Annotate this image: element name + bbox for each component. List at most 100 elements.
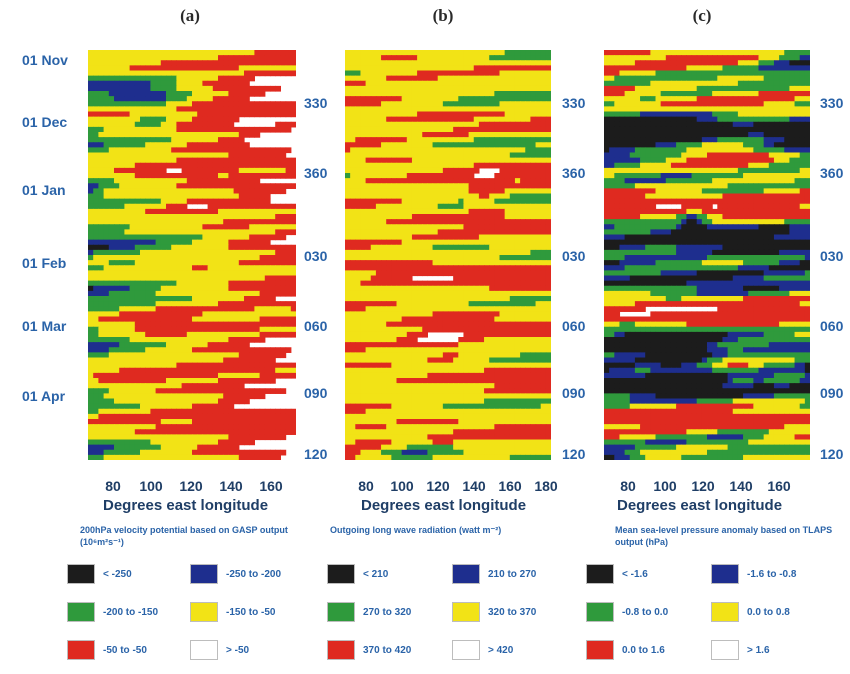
heatmap-cell bbox=[478, 203, 485, 210]
heatmap-cell bbox=[391, 183, 398, 189]
heatmap-cell bbox=[468, 101, 475, 107]
heatmap-cell bbox=[155, 255, 162, 261]
heatmap-cell bbox=[370, 137, 377, 143]
heatmap-cell bbox=[124, 393, 131, 400]
heatmap-cell bbox=[218, 275, 224, 282]
heatmap-cell bbox=[145, 85, 151, 92]
heatmap-cell bbox=[525, 244, 531, 251]
heatmap-cell bbox=[427, 239, 434, 246]
heatmap-cell bbox=[103, 449, 110, 456]
heatmap-cell bbox=[155, 296, 162, 302]
heatmap-cell bbox=[350, 219, 356, 225]
heatmap-cell bbox=[212, 372, 219, 379]
heatmap-cell bbox=[249, 106, 255, 113]
heatmap-cell bbox=[468, 285, 475, 292]
heatmap-cell bbox=[478, 249, 485, 256]
heatmap-cell bbox=[499, 85, 506, 92]
heatmap-cell bbox=[406, 91, 413, 97]
heatmap-cell bbox=[453, 224, 459, 230]
heatmap-cell bbox=[417, 65, 423, 72]
heatmap-cell bbox=[391, 55, 398, 61]
heatmap-cell bbox=[124, 444, 131, 451]
heatmap-cell bbox=[197, 208, 203, 215]
heatmap-cell bbox=[88, 80, 94, 87]
heatmap-cell bbox=[98, 357, 105, 364]
heatmap-cell bbox=[270, 413, 276, 420]
heatmap-cell bbox=[365, 147, 372, 154]
heatmap-cell bbox=[545, 106, 551, 113]
heatmap-cell bbox=[540, 301, 547, 307]
heatmap-cell bbox=[290, 311, 296, 318]
heatmap-cell bbox=[181, 85, 188, 92]
heatmap-cell bbox=[192, 101, 198, 107]
heatmap-cell bbox=[432, 137, 439, 143]
heatmap-cell bbox=[134, 85, 141, 92]
heatmap-cell bbox=[197, 413, 203, 420]
heatmap-cell bbox=[540, 85, 547, 92]
heatmap-cell bbox=[375, 121, 382, 128]
heatmap-cell bbox=[254, 362, 261, 369]
heatmap-cell bbox=[525, 270, 531, 277]
heatmap-cell bbox=[386, 224, 392, 230]
heatmap-cell bbox=[375, 290, 382, 297]
heatmap-cell bbox=[98, 367, 105, 374]
heatmap-cell bbox=[223, 70, 229, 77]
heatmap-cell bbox=[391, 50, 398, 56]
heatmap-cell bbox=[244, 229, 250, 236]
heatmap-cell bbox=[108, 198, 115, 205]
heatmap-cell bbox=[391, 106, 398, 113]
heatmap-cell bbox=[355, 214, 362, 220]
heatmap-cell bbox=[155, 152, 162, 159]
heatmap-cell bbox=[365, 301, 372, 307]
heatmap-cell bbox=[181, 362, 188, 369]
heatmap-cell bbox=[181, 198, 188, 205]
heatmap-cell bbox=[406, 85, 413, 92]
heatmap-cell bbox=[129, 173, 136, 179]
heatmap-cell bbox=[129, 234, 136, 241]
heatmap-cell bbox=[171, 178, 177, 184]
heatmap-cell bbox=[186, 152, 193, 159]
heatmap-cell bbox=[233, 296, 240, 302]
heatmap-cell bbox=[437, 280, 444, 287]
heatmap-cell bbox=[259, 321, 266, 328]
heatmap-cell bbox=[202, 244, 209, 251]
heatmap-cell bbox=[499, 270, 506, 277]
heatmap-cell bbox=[93, 178, 99, 184]
heatmap-cell bbox=[540, 244, 547, 251]
heatmap-cell bbox=[249, 132, 255, 138]
heatmap-cell bbox=[192, 316, 198, 323]
heatmap-cell bbox=[150, 424, 157, 430]
heatmap-cell bbox=[458, 116, 465, 123]
heatmap-cell bbox=[484, 255, 490, 261]
heatmap-cell bbox=[545, 116, 551, 123]
heatmap-cell bbox=[124, 203, 131, 210]
heatmap-cell bbox=[181, 265, 188, 271]
heatmap-cell bbox=[259, 208, 266, 215]
heatmap-cell bbox=[427, 70, 434, 77]
heatmap-cell bbox=[275, 208, 281, 215]
heatmap-cell bbox=[432, 80, 439, 87]
heatmap-cell bbox=[129, 162, 136, 169]
heatmap-cell bbox=[192, 275, 198, 282]
heatmap-cell bbox=[432, 50, 439, 56]
heatmap-cell bbox=[192, 326, 198, 333]
heatmap-cell bbox=[98, 285, 105, 292]
heatmap-cell bbox=[453, 208, 459, 215]
heatmap-cell bbox=[166, 162, 172, 169]
heatmap-cell bbox=[545, 142, 551, 148]
heatmap-cell bbox=[88, 244, 94, 251]
heatmap-cell bbox=[119, 367, 125, 374]
heatmap-cell bbox=[238, 198, 245, 205]
heatmap-cell bbox=[473, 234, 480, 241]
heatmap-cell bbox=[244, 65, 250, 72]
heatmap-cell bbox=[494, 121, 501, 128]
heatmap-cell bbox=[108, 454, 115, 460]
heatmap-cell bbox=[207, 198, 214, 205]
heatmap-cell bbox=[249, 352, 255, 359]
heatmap-cell bbox=[103, 270, 110, 277]
heatmap-cell bbox=[350, 214, 356, 220]
heatmap-cell bbox=[181, 408, 188, 415]
heatmap-cell bbox=[155, 132, 162, 138]
heatmap-cell bbox=[88, 270, 94, 277]
heatmap-cell bbox=[504, 290, 511, 297]
